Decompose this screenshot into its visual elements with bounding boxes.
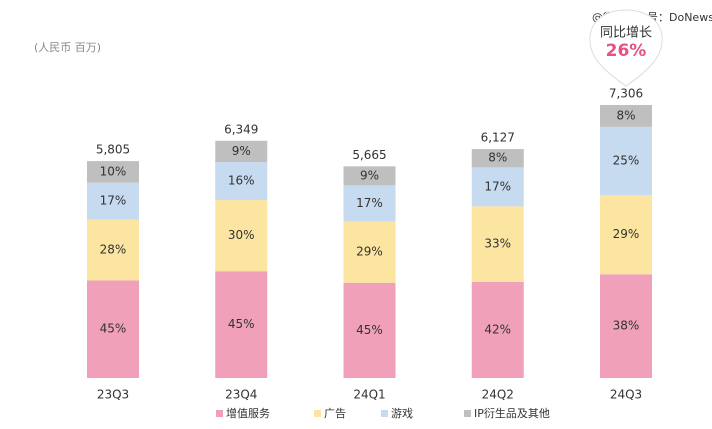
- legend-swatch: [216, 410, 223, 417]
- segment-label: 45%: [228, 317, 255, 331]
- bar-segment: [87, 280, 139, 378]
- segment-label: 29%: [613, 227, 640, 241]
- annotation-title: 同比增长: [600, 26, 652, 41]
- segment-label: 17%: [484, 179, 511, 193]
- bar-segment: [87, 182, 139, 220]
- annotation-bubble: [589, 9, 663, 87]
- bar-segment: [600, 195, 652, 275]
- segment-label: 8%: [488, 151, 507, 165]
- legend-label: 广告: [324, 407, 346, 420]
- bar-segment: [87, 161, 139, 183]
- segment-label: 10%: [100, 164, 127, 178]
- legend-label: 增值服务: [226, 406, 270, 420]
- legend-swatch: [314, 410, 321, 417]
- segment-label: 38%: [613, 319, 640, 333]
- x-tick-label: 23Q4: [225, 388, 257, 402]
- segment-label: 33%: [484, 237, 511, 251]
- bar-segment: [471, 206, 524, 282]
- segment-label: 29%: [356, 245, 383, 259]
- total-label: 6,349: [224, 122, 258, 136]
- segment-label: 17%: [356, 196, 383, 210]
- bar-segment: [343, 185, 396, 222]
- legend-label: 游戏: [391, 407, 413, 420]
- annotation-value: 26%: [606, 41, 647, 61]
- bar-segment: [87, 219, 139, 281]
- bar-segment: [600, 126, 652, 196]
- segment-label: 8%: [616, 108, 635, 122]
- x-tick-label: 24Q1: [353, 388, 385, 402]
- legend-swatch: [381, 410, 388, 417]
- x-tick-label: 24Q3: [610, 388, 642, 402]
- segment-label: 42%: [484, 322, 511, 336]
- segment-label: 9%: [360, 168, 379, 182]
- segment-label: 9%: [232, 144, 251, 158]
- segment-label: 17%: [100, 194, 127, 208]
- total-label: 7,306: [609, 87, 643, 101]
- bar-segment: [600, 274, 652, 378]
- bar-segment: [600, 105, 652, 127]
- bar-segment: [215, 271, 268, 378]
- bar-segment: [343, 166, 396, 186]
- bar-segment: [215, 140, 268, 163]
- segment-label: 25%: [613, 153, 640, 167]
- bar-segment: [215, 162, 268, 201]
- total-label: 6,127: [481, 131, 515, 145]
- x-tick-label: 24Q2: [482, 388, 514, 402]
- bar-segment: [343, 282, 396, 378]
- bar-segment: [471, 281, 524, 378]
- bar-segment: [215, 200, 268, 272]
- legend-label: IP衍生品及其他: [474, 406, 550, 420]
- segment-label: 16%: [228, 174, 255, 188]
- unit-label: (人民币 百万): [34, 41, 101, 54]
- total-label: 5,805: [96, 143, 130, 157]
- total-label: 5,665: [352, 148, 386, 162]
- segment-label: 28%: [100, 243, 127, 257]
- bar-segment: [471, 167, 524, 207]
- segment-label: 45%: [100, 322, 127, 336]
- segment-label: 30%: [228, 228, 255, 242]
- bar-segment: [471, 149, 524, 168]
- segment-label: 45%: [356, 323, 383, 337]
- bar-segment: [343, 221, 396, 283]
- legend-swatch: [464, 410, 471, 417]
- x-tick-label: 23Q3: [97, 388, 129, 402]
